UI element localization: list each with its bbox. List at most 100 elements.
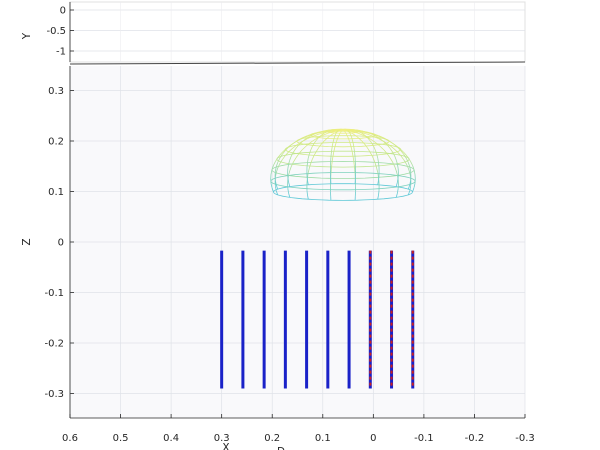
dome-meridian (297, 137, 303, 142)
dome-meridian (383, 137, 389, 142)
x-tick-label: 0.2 (264, 433, 280, 444)
dome-meridian (326, 130, 331, 133)
dome-meridian (361, 130, 368, 133)
dome-meridian (277, 158, 280, 163)
dome-meridian (412, 187, 415, 193)
dome-meridian (392, 147, 398, 153)
dome-meridian (376, 136, 381, 140)
dome-meridian (305, 136, 310, 140)
dome-meridian (306, 175, 308, 181)
dome-meridian (301, 146, 306, 151)
dome-meridian (358, 138, 363, 142)
dome-meridian (355, 129, 362, 132)
dome-meridian (307, 136, 313, 140)
z-tick-label: -0.3 (44, 389, 64, 400)
dome-meridian (290, 161, 294, 167)
dome-meridian (349, 130, 356, 132)
dome-meridian (376, 154, 379, 159)
dome-meridian (397, 151, 402, 156)
dome-meridian (373, 133, 379, 137)
dome-meridian (349, 132, 351, 135)
dome-meridian (331, 145, 333, 150)
dome-meridian (310, 146, 313, 151)
x-tick-labels: 0.6 0.5 0.4 0.3 0.2 0.1 0 -0.1 -0.2 -0.3 (62, 433, 535, 444)
dome-meridian (277, 163, 280, 169)
z-tick-label: 0.1 (48, 187, 64, 198)
dome-meridian (353, 160, 355, 165)
y-subplot: 0 -0.5 -1 Y (21, 1, 526, 65)
dome-meridian (332, 131, 337, 135)
dome-meridian (394, 155, 397, 161)
dome-meridian (403, 159, 407, 165)
dome-meridian (330, 149, 333, 154)
dome-meridian (352, 133, 357, 137)
main-subplot: 0.30.20.10-0.1-0.2-0.3 0.6 0.5 0.4 0.3 0.2 0.… (21, 66, 535, 450)
dome-meridian (295, 153, 300, 159)
dome-meridian (395, 182, 398, 187)
dome-meridian (371, 143, 375, 147)
dome-meridian (361, 132, 366, 136)
x-tick-label: -0.2 (465, 433, 485, 444)
dome-meridian (309, 139, 315, 144)
dome-meridian (406, 163, 409, 169)
dome-meridian (326, 135, 331, 139)
z-tick-label: 0 (58, 238, 64, 249)
dome-meridian (313, 137, 319, 141)
dome-meridian (413, 169, 416, 175)
dome-meridian (408, 168, 411, 174)
dome-meridian (367, 132, 373, 135)
dome-meridian (271, 187, 274, 193)
dome-meridian (358, 132, 364, 136)
x-axis-label: X (222, 442, 229, 450)
dome-meridian (274, 166, 277, 172)
x-tick-label: 0.4 (163, 433, 179, 444)
dome-meridian (323, 138, 328, 142)
dome-meridian (281, 155, 286, 161)
dome-meridian (292, 140, 298, 145)
dome-meridian (378, 175, 380, 181)
x-tick-label: 0 (370, 433, 376, 444)
dome-meridian (335, 141, 337, 146)
y-tick-label: -1 (56, 47, 66, 58)
dome-meridian (307, 154, 310, 159)
dome-meridian (377, 172, 379, 178)
dome-meridian (288, 160, 291, 165)
dome-meridian (301, 135, 308, 139)
dome-meridian (355, 135, 360, 139)
z-axis-label: Z (21, 238, 33, 245)
dome-meridian (373, 146, 376, 151)
z-tick-label: -0.1 (44, 288, 64, 299)
dome-meridian (327, 131, 333, 134)
dome-meridian (389, 148, 393, 153)
dome-meridian (369, 151, 373, 156)
dome-meridian (392, 151, 396, 157)
dome-meridian (392, 161, 396, 167)
dome-meridian (320, 140, 325, 145)
dome-meridian (289, 155, 292, 161)
dome-meridian (288, 182, 291, 187)
dome-meridian (318, 132, 325, 135)
dome-meridian (395, 160, 398, 165)
x-tick-label: 0.6 (62, 433, 78, 444)
dome-meridian (404, 152, 409, 158)
dome-meridian (367, 133, 374, 137)
dome-meridian (307, 168, 310, 173)
dome-meridian (407, 190, 411, 196)
dome-meridian (311, 143, 315, 147)
dome-meridian (306, 190, 308, 196)
dome-meridian (386, 153, 391, 159)
dome-meridian (348, 138, 350, 142)
second-axis-label: D (277, 446, 285, 450)
dome-meridian (343, 130, 346, 133)
dome-meridian (347, 136, 349, 139)
dome-meridian (307, 195, 309, 200)
dome-meridian (371, 155, 375, 160)
dome-meridian (350, 134, 352, 138)
dome-meridian (339, 132, 342, 135)
dome-meridian (383, 141, 388, 146)
dome-meridian (331, 142, 334, 146)
dome-meridian (388, 140, 394, 145)
dome-meridian (369, 140, 373, 144)
dome-meridian (337, 129, 339, 132)
dome-meridian (332, 130, 338, 133)
